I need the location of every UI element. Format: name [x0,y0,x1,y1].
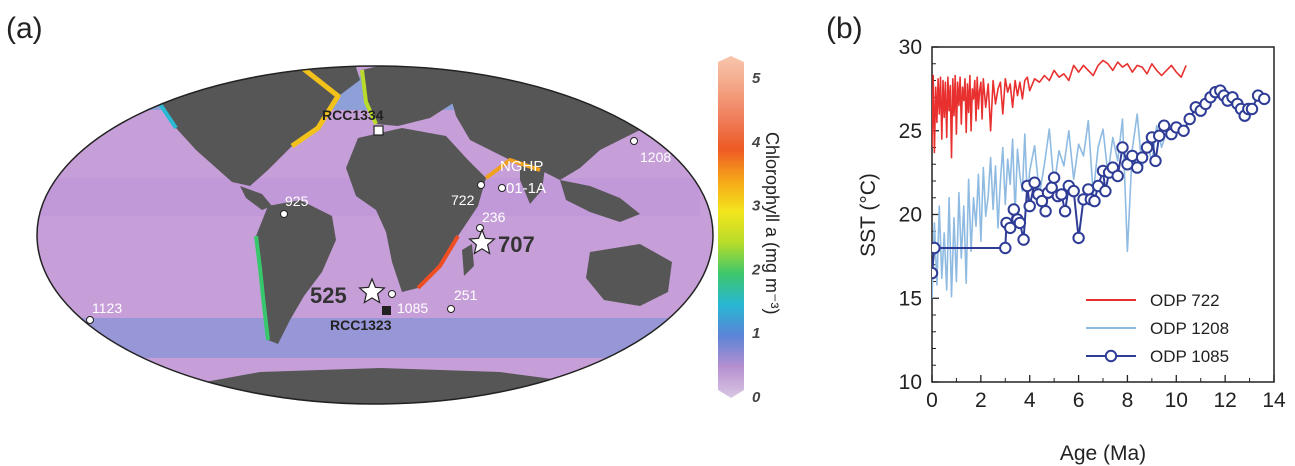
data-point [1150,156,1160,166]
legend-label: ODP 1085 [1150,347,1229,366]
data-point [1009,204,1019,214]
panel-a-label: (a) [6,12,43,45]
site-251-label: 251 [454,287,478,303]
colorbar: 0 1 2 3 4 5 Chlorophyll a (mg m⁻³) [718,56,782,406]
colorbar-tick-label: 1 [752,325,760,342]
data-point [1049,173,1059,183]
colorbar-tick-label: 2 [751,261,761,278]
data-point [1000,243,1010,253]
data-point [1018,234,1028,244]
data-point [1178,126,1188,136]
site-707-label: 707 [498,232,535,257]
panel-a: (a) [6,12,782,410]
data-point [1113,171,1123,181]
data-point [1185,114,1195,124]
rcc1323-marker [382,306,391,315]
data-point [1089,196,1099,206]
x-tick-label: 4 [1024,389,1036,412]
data-point [1259,94,1269,104]
y-tick-label: 25 [899,120,922,143]
colorbar-tick-label: 5 [752,70,761,87]
y-tick-label: 10 [899,371,922,394]
colorbar-title: Chlorophyll a (mg m⁻³) [762,132,782,315]
rcc1323-label: RCC1323 [330,317,392,333]
data-point [1025,201,1035,211]
site-251-marker [448,306,455,313]
data-point [1154,131,1164,141]
data-point [1040,206,1050,216]
rcc1334-label: RCC1334 [322,107,384,123]
y-tick-label: 15 [899,287,922,310]
colorbar-bar [718,56,744,398]
data-point [1073,233,1083,243]
colorbar-ticks: 0 1 2 3 4 5 [751,70,761,406]
site-1208-label: 1208 [640,149,671,165]
data-point [1117,142,1127,152]
data-point [1127,151,1137,161]
site-1123-marker [87,317,94,324]
x-tick-label: 6 [1073,389,1085,412]
panel-b: (b) 0 2 4 6 8 10 12 14 10 15 20 25 30 Age (Ma) SST (… [826,12,1286,465]
x-axis-title: Age (Ma) [1060,442,1146,465]
x-tick-label: 2 [975,389,987,412]
site-1085-marker [389,291,396,298]
data-point [1060,206,1070,216]
x-tick-label: 12 [1213,389,1236,412]
data-point [1015,218,1025,228]
data-point [1069,186,1079,196]
y-axis-title: SST (°C) [857,173,880,257]
x-tick-label: 14 [1262,389,1286,412]
data-point [1137,152,1147,162]
data-point [1132,162,1142,172]
nghp-marker [499,185,506,192]
site-1123-label: 1123 [92,300,122,316]
panel-b-label: (b) [826,12,863,45]
y-tick-label: 30 [899,36,922,59]
legend: ODP 722 ODP 1208 ODP 1085 [1086,291,1229,366]
series-group [927,60,1270,298]
data-point [927,268,937,278]
data-point [1100,186,1110,196]
site-925-marker [281,211,288,218]
site-1085-label: 1085 [397,300,428,316]
site-1208-marker [631,138,638,145]
site-525-label: 525 [310,283,347,308]
nghp-label-line1: NGHP [500,158,543,175]
y-tick-label: 20 [899,204,922,227]
colorbar-tick-label: 3 [752,198,761,215]
site-236-label: 236 [482,209,506,225]
site-722-label: 722 [451,192,475,208]
colorbar-tick-label: 0 [752,389,761,406]
data-point [929,243,939,253]
site-722-marker [478,182,485,189]
colorbar-tick-label: 4 [751,134,761,151]
x-tick-label: 10 [1165,389,1188,412]
series-line-odp-1208 [932,114,1167,298]
site-925-label: 925 [285,193,309,209]
legend-label: ODP 1208 [1150,319,1229,338]
nghp-label-line2: 01-1A [506,180,546,197]
data-point [1247,104,1257,114]
legend-marker [1106,351,1116,361]
data-point [1029,178,1039,188]
rcc1334-marker [374,126,383,135]
x-tick-label: 8 [1122,389,1134,412]
data-point [1142,142,1152,152]
legend-label: ODP 722 [1150,291,1220,310]
x-tick-label: 0 [926,389,938,412]
